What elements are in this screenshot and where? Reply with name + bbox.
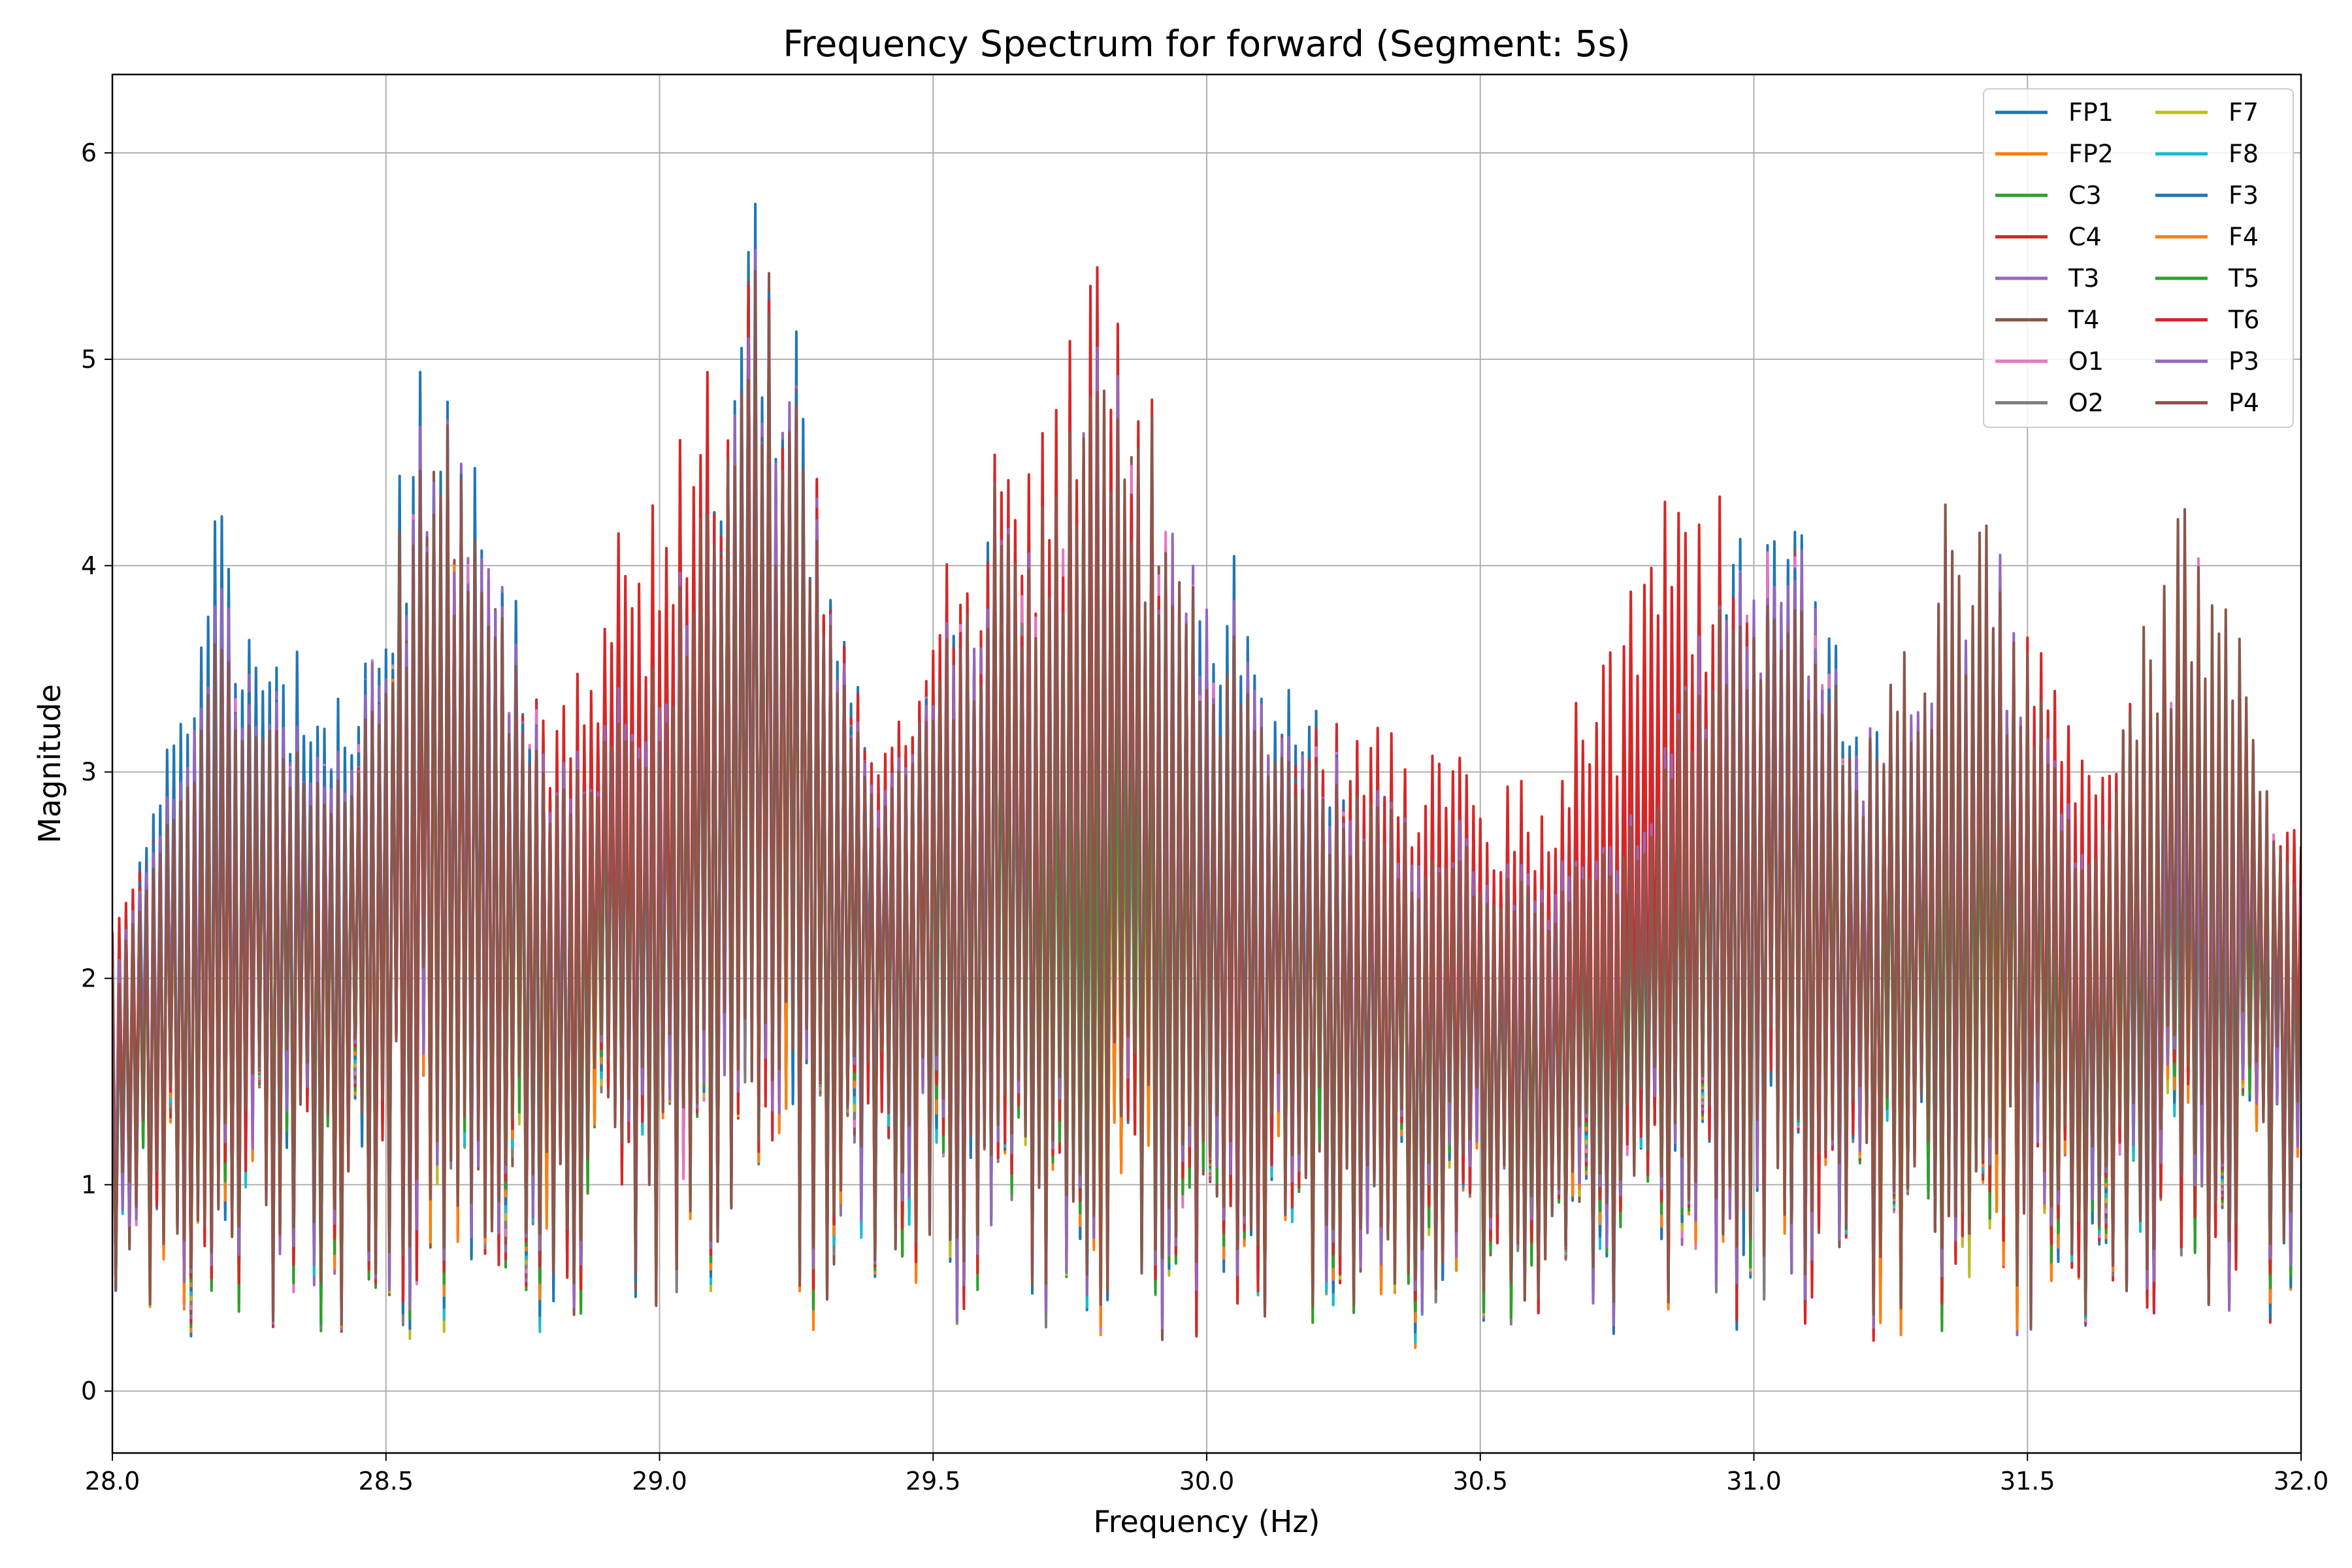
y-axis-label: Magnitude — [32, 684, 67, 843]
legend-label: FP1 — [2068, 98, 2114, 127]
x-tick-label: 28.5 — [358, 1467, 414, 1495]
legend-label: F7 — [2229, 98, 2259, 127]
x-axis-label: Frequency (Hz) — [1094, 1504, 1320, 1539]
legend-label: P3 — [2229, 347, 2259, 376]
x-tick-label: 31.0 — [1726, 1467, 1782, 1495]
legend-label: T3 — [2068, 264, 2099, 293]
y-tick-label: 4 — [81, 551, 97, 580]
legend-label: T4 — [2068, 306, 2099, 335]
legend-label: F3 — [2229, 181, 2259, 210]
legend-label: F4 — [2229, 223, 2259, 252]
legend-box — [1983, 88, 2294, 428]
legend-label: T5 — [2228, 264, 2259, 293]
legend-label: C3 — [2068, 181, 2102, 210]
series-layer — [112, 203, 2301, 1349]
plot-area — [112, 203, 2301, 1349]
ticks-layer: 28.0 28.5 29.0 29.5 30.0 30.5 31.0 31.5 32.0 0 1 2 3… — [81, 139, 2328, 1495]
legend-label: O1 — [2068, 347, 2104, 376]
y-tick-label: 3 — [81, 758, 97, 787]
y-tick-label: 0 — [81, 1377, 97, 1405]
x-tick-label: 28.0 — [85, 1467, 140, 1495]
y-tick-label: 2 — [81, 964, 97, 993]
x-tick-label: 30.5 — [1452, 1467, 1508, 1495]
x-tick-label: 32.0 — [2274, 1467, 2329, 1495]
y-tick-label: 5 — [81, 345, 97, 374]
x-tick-label: 29.5 — [906, 1467, 961, 1495]
x-tick-label: 31.5 — [2000, 1467, 2055, 1495]
legend-label: O2 — [2068, 389, 2104, 417]
legend-label: P4 — [2229, 389, 2259, 417]
y-tick-label: 1 — [81, 1170, 97, 1199]
legend-label: FP2 — [2068, 140, 2114, 169]
legend-label: T6 — [2228, 306, 2259, 335]
chart-title: Frequency Spectrum for forward (Segment:… — [783, 23, 1630, 65]
legend: FP1 FP2 C3 C4 T3 T4 O1 O2 F7 F8 F3 F4 T5 T6 P3 P4 — [1983, 88, 2294, 428]
series-line-p4 — [112, 270, 2301, 1330]
legend-label: C4 — [2068, 223, 2102, 252]
y-tick-label: 6 — [81, 139, 97, 167]
x-tick-label: 29.0 — [632, 1467, 687, 1495]
legend-label: F8 — [2229, 140, 2259, 169]
x-tick-label: 30.0 — [1179, 1467, 1235, 1495]
